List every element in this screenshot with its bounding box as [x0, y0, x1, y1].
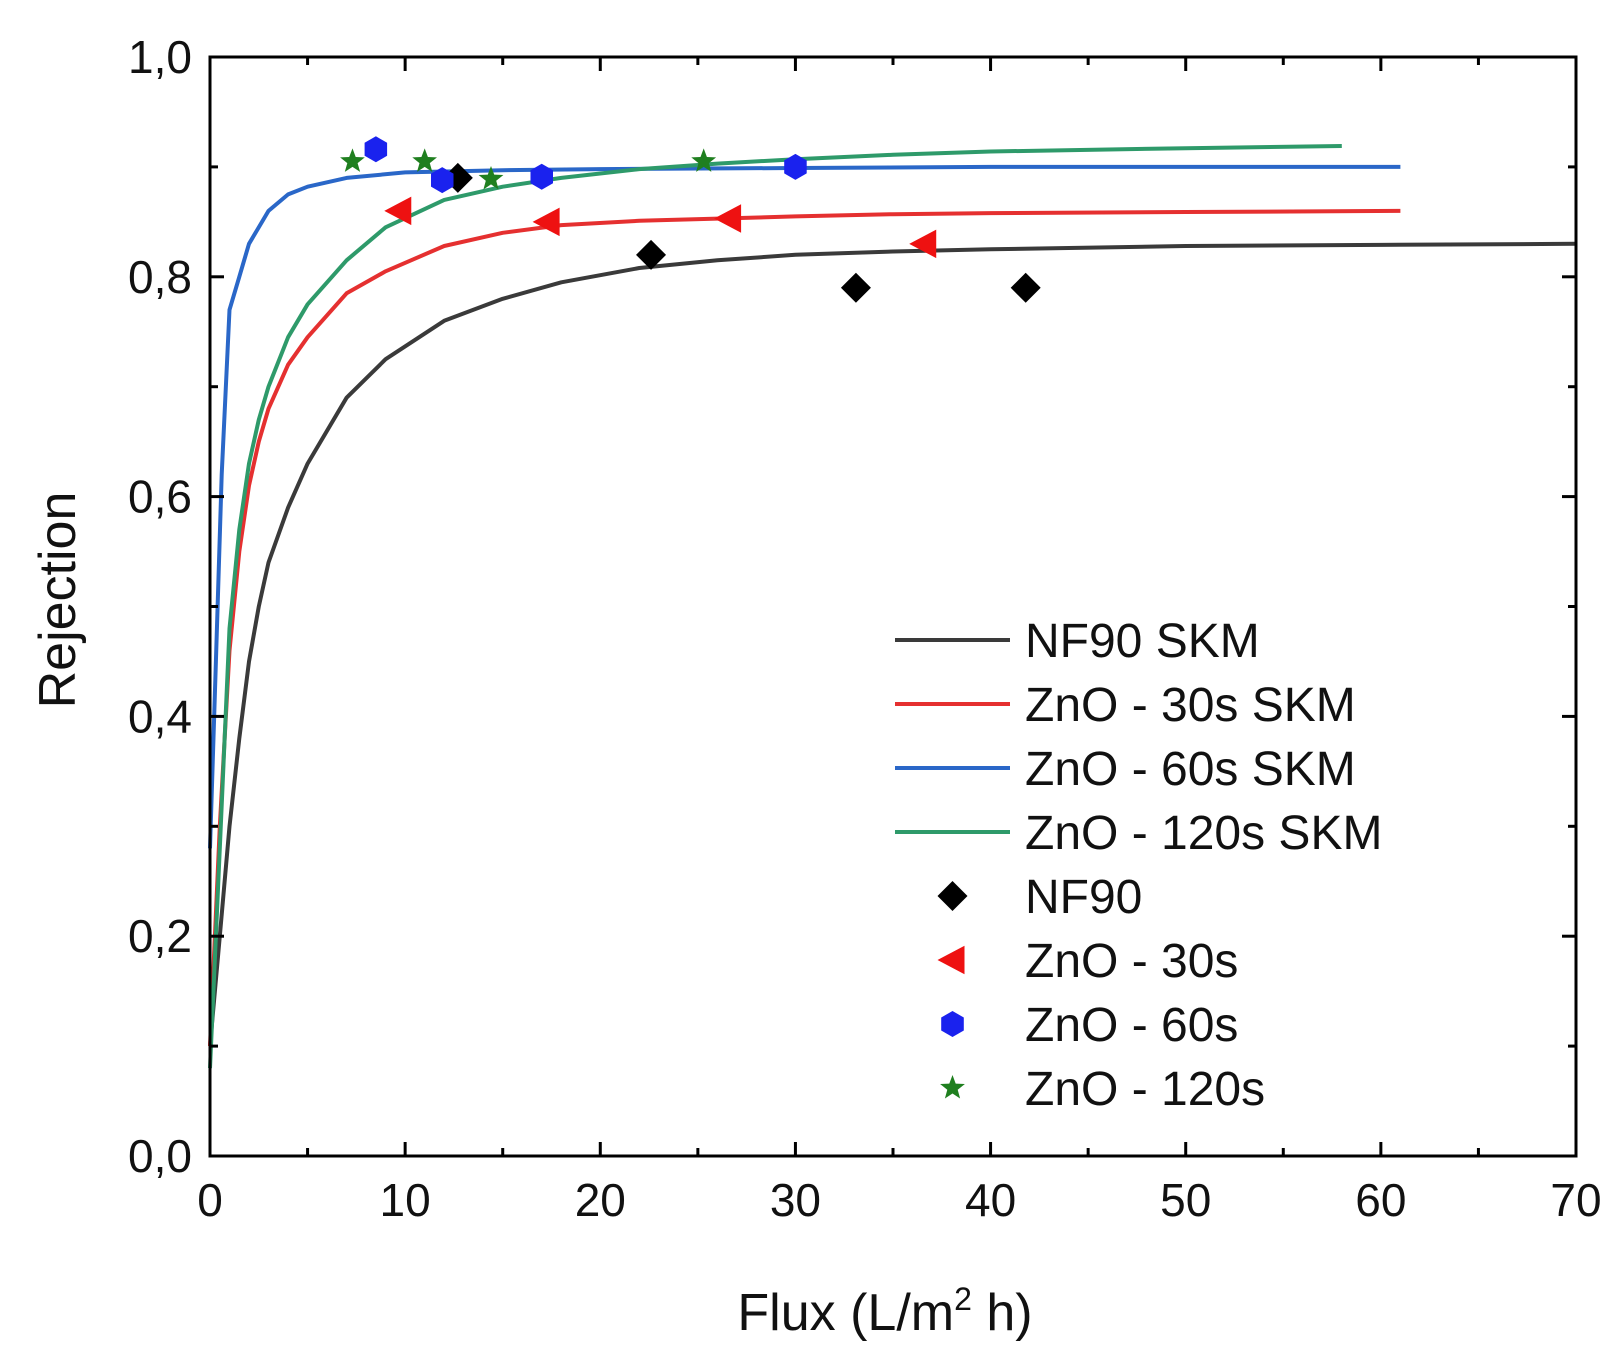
- x-tick-label: 20: [575, 1174, 626, 1226]
- legend-label: ZnO - 120s SKM: [1025, 807, 1382, 860]
- fit-line-zno-60s-skm: [208, 164, 1401, 849]
- tick-labels: 0 10 20 30 40 50 60 70 0,0 0,2 0,4 0,6 0,8 1,0: [128, 31, 1602, 1226]
- x-tick-label: 60: [1355, 1174, 1406, 1226]
- legend: NF90 SKM ZnO - 30s SKM ZnO - 60s SKM ZnO - …: [895, 615, 1382, 1116]
- legend-label: NF90 SKM: [1025, 615, 1260, 668]
- data-point-zno-30s: [384, 196, 412, 226]
- fit-line-zno-120s-skm: [208, 144, 1342, 1069]
- data-point-nf90: [1010, 272, 1041, 303]
- data-point-zno-30s: [532, 207, 560, 237]
- x-tick-label: 30: [770, 1174, 821, 1226]
- data-point-zno-60s: [530, 163, 553, 190]
- legend-marker-swatch: [941, 1011, 964, 1037]
- y-axis-title: Rejection: [29, 492, 87, 709]
- y-tick-label: 0,8: [128, 251, 192, 303]
- legend-label: ZnO - 120s: [1025, 1063, 1265, 1116]
- data-point-zno-120s: [478, 166, 504, 190]
- legend-label: ZnO - 30s: [1025, 935, 1238, 988]
- legend-marker-swatch: [940, 1075, 965, 1099]
- fit-lines: [208, 144, 1577, 1069]
- data-point-zno-120s: [340, 148, 365, 172]
- legend-label: ZnO - 60s SKM: [1025, 743, 1356, 796]
- axis-ticks: [208, 55, 1578, 1158]
- fit-line-nf90-skm: [208, 241, 1577, 1047]
- legend-marker-swatch: [937, 881, 968, 911]
- data-point-nf90: [636, 239, 667, 270]
- data-point-zno-120s: [412, 148, 437, 172]
- legend-marker-swatch: [937, 945, 965, 975]
- x-tick-label: 70: [1550, 1174, 1601, 1226]
- data-point-zno-60s: [431, 167, 454, 194]
- data-point-zno-30s: [909, 229, 937, 259]
- plot-frame: [208, 55, 1578, 1158]
- legend-label: ZnO - 60s: [1025, 999, 1238, 1052]
- data-point-zno-60s: [364, 136, 388, 163]
- fit-line-zno-30s-skm: [208, 208, 1401, 1047]
- x-tick-label: 40: [965, 1174, 1016, 1226]
- x-axis-title: Flux (L/m2 h): [737, 1281, 1032, 1342]
- data-point-nf90: [840, 272, 871, 303]
- x-tick-label: 50: [1160, 1174, 1211, 1226]
- x-tick-label: 10: [380, 1174, 431, 1226]
- y-tick-label: 0,0: [128, 1130, 192, 1182]
- data-point-zno-30s: [714, 204, 742, 233]
- y-tick-label: 0,6: [128, 471, 192, 523]
- legend-label: ZnO - 30s SKM: [1025, 679, 1356, 732]
- legend-label: NF90: [1025, 871, 1142, 924]
- data-markers: [340, 136, 1041, 303]
- y-tick-label: 1,0: [128, 31, 192, 83]
- x-tick-label: 0: [197, 1174, 223, 1226]
- data-point-zno-120s: [691, 148, 717, 172]
- y-tick-label: 0,4: [128, 690, 192, 742]
- y-tick-label: 0,2: [128, 910, 192, 962]
- data-point-zno-60s: [784, 153, 807, 180]
